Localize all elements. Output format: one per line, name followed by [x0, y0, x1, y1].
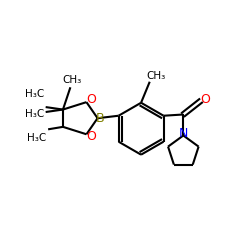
- Text: O: O: [86, 130, 96, 143]
- Text: H₃C: H₃C: [28, 133, 47, 143]
- Text: CH₃: CH₃: [62, 76, 81, 86]
- Text: O: O: [86, 93, 96, 106]
- Text: H₃C: H₃C: [25, 109, 44, 119]
- Text: N: N: [179, 127, 188, 140]
- Text: O: O: [200, 94, 210, 106]
- Text: H₃C: H₃C: [25, 89, 44, 99]
- Text: CH₃: CH₃: [146, 71, 166, 81]
- Text: B: B: [96, 112, 105, 125]
